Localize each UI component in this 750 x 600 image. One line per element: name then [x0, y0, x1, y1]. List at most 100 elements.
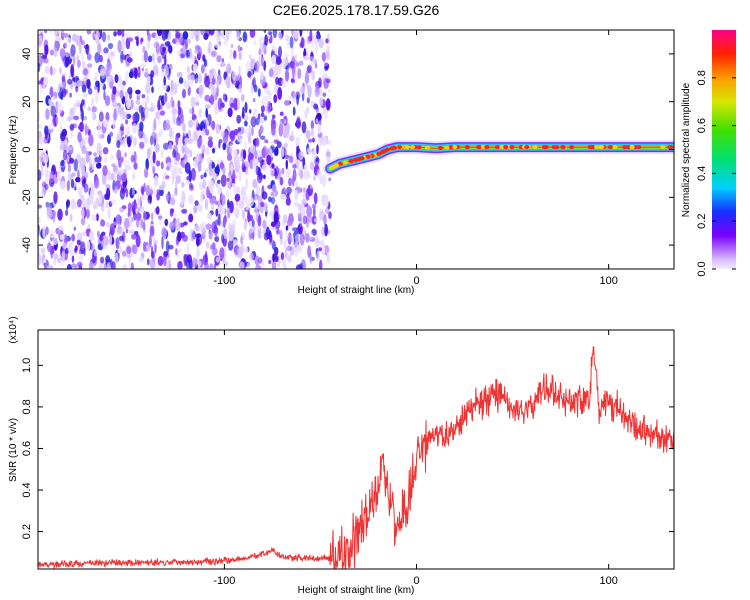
noise-dot	[54, 41, 59, 52]
noise-dot	[127, 202, 132, 214]
noise-dot	[70, 44, 76, 57]
noise-dot	[283, 263, 287, 269]
spectrogram-y-ticks: -40 -20 0 20 40	[21, 48, 674, 253]
noise-dot	[226, 189, 229, 198]
noise-dot	[188, 119, 194, 128]
noise-dot	[171, 169, 178, 179]
noise-dot	[67, 37, 72, 44]
noise-dot	[72, 55, 76, 66]
noise-dot	[53, 30, 60, 37]
noise-dot	[233, 184, 237, 195]
noise-dot	[229, 143, 233, 153]
y-tick-label: 0	[21, 146, 33, 152]
noise-dot	[311, 70, 316, 81]
noise-dot	[109, 154, 115, 161]
noise-dot	[217, 179, 221, 184]
noise-dot	[100, 203, 105, 212]
noise-dot	[107, 42, 114, 50]
noise-dot	[162, 82, 168, 90]
noise-dot	[226, 154, 233, 162]
noise-dot	[45, 108, 50, 120]
noise-dot	[263, 30, 267, 34]
noise-dot	[38, 123, 42, 130]
noise-dot	[257, 171, 263, 184]
noise-dot	[163, 254, 167, 267]
noise-dot	[161, 30, 167, 41]
noise-dot	[232, 169, 236, 182]
noise-dot	[172, 149, 177, 159]
noise-dot	[288, 155, 294, 164]
noise-dot	[215, 182, 219, 188]
noise-dot	[139, 63, 146, 69]
noise-dot	[253, 39, 257, 46]
noise-dot	[48, 125, 51, 130]
signal-speck	[437, 146, 443, 150]
noise-dot	[61, 88, 67, 98]
noise-dot	[300, 86, 305, 95]
noise-dot	[66, 200, 70, 209]
signal-speck	[543, 145, 549, 150]
noise-dot	[271, 163, 275, 169]
noise-dot	[82, 92, 88, 98]
noise-dot	[44, 130, 48, 140]
noise-dot	[175, 133, 179, 146]
noise-dot	[255, 117, 260, 126]
noise-dot	[193, 205, 198, 214]
noise-dot	[270, 221, 277, 227]
noise-dot	[50, 122, 54, 127]
y-tick-label: 40	[21, 48, 33, 60]
noise-dot	[322, 136, 328, 147]
noise-dot	[43, 57, 49, 64]
noise-dot	[49, 265, 54, 269]
noise-dot	[172, 100, 175, 108]
noise-dot	[241, 243, 245, 253]
noise-dot	[100, 256, 105, 264]
noise-dot	[233, 50, 237, 60]
noise-dot	[94, 52, 101, 64]
noise-dot	[192, 257, 198, 268]
noise-dot	[197, 46, 203, 59]
noise-dot	[49, 30, 53, 35]
noise-dot	[59, 256, 65, 267]
noise-dot	[308, 231, 314, 241]
noise-dot	[135, 234, 141, 248]
noise-dot	[50, 254, 53, 259]
noise-dot	[236, 114, 242, 124]
noise-dot	[78, 41, 82, 55]
noise-dot	[146, 75, 151, 85]
noise-dot	[101, 240, 104, 248]
noise-dot	[144, 71, 149, 78]
noise-dot	[156, 192, 161, 201]
noise-dot	[80, 217, 86, 226]
signal-speck	[480, 145, 486, 150]
noise-dot	[89, 157, 92, 168]
noise-dot	[151, 86, 154, 94]
noise-dot	[236, 30, 240, 41]
signal-speck	[342, 160, 348, 165]
noise-dot	[190, 96, 196, 108]
noise-dot	[319, 97, 324, 107]
noise-dot	[322, 242, 325, 250]
noise-dot	[50, 105, 56, 117]
signal-trace	[323, 140, 674, 176]
noise-dot	[201, 226, 207, 236]
noise-dot	[284, 247, 288, 260]
noise-dot	[326, 253, 330, 263]
noise-dot	[89, 230, 95, 242]
noise-dot	[184, 162, 191, 174]
noise-dot	[257, 155, 264, 163]
noise-dot	[309, 30, 313, 42]
noise-dot	[146, 148, 151, 160]
noise-dot	[306, 97, 310, 104]
noise-dot	[168, 244, 174, 250]
noise-dot	[190, 30, 195, 40]
noise-dot	[270, 166, 275, 178]
noise-dot	[195, 93, 199, 103]
noise-dot	[259, 71, 264, 80]
noise-dot	[263, 49, 267, 55]
noise-dot	[219, 247, 225, 260]
signal-speck	[348, 159, 354, 163]
noise-dot	[307, 64, 313, 74]
noise-dot	[138, 105, 143, 114]
noise-dot	[260, 105, 265, 113]
